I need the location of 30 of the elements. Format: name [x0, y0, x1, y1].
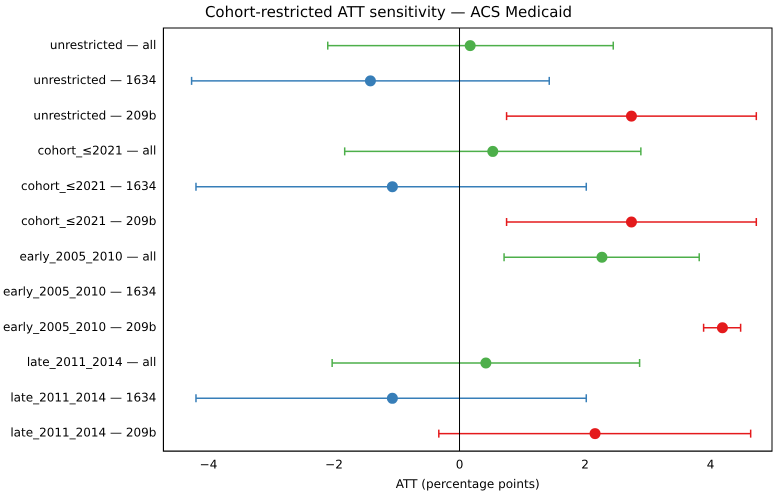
y-tick-label: unrestricted — 209b: [33, 108, 156, 122]
point: [364, 75, 376, 86]
y-tick-label: early_2005_2010 — all: [20, 249, 156, 264]
x-tick-label: 4: [706, 458, 714, 472]
point: [487, 146, 498, 157]
x-tick-label: 0: [456, 458, 464, 472]
y-tick-label: cohort_≤2021 — all: [38, 144, 156, 158]
x-tick-label: 2: [581, 458, 589, 472]
point: [480, 358, 492, 369]
point: [386, 181, 398, 192]
point: [464, 40, 476, 52]
x-axis-title: ATT (percentage points): [396, 476, 540, 491]
y-tick-label: late_2011_2014 — 1634: [10, 390, 156, 404]
point: [596, 252, 608, 263]
x-tick-label: −2: [325, 458, 343, 472]
y-tick-label: late_2011_2014 — 209b: [10, 426, 156, 440]
point: [386, 392, 398, 404]
y-tick-label: cohort_≤2021 — 209b: [21, 214, 156, 228]
y-tick-label: cohort_≤2021 — 1634: [21, 178, 156, 193]
y-tick-label: late_2011_2014 — all: [26, 355, 156, 370]
y-tick-label: unrestricted — all: [50, 38, 156, 52]
y-tick-label: early_2005_2010 — 209b: [3, 320, 156, 334]
point: [626, 110, 637, 122]
point: [716, 322, 728, 334]
chart-title: Cohort-restricted ATT sensitivity — ACS Medicaid: [204, 2, 572, 21]
point: [626, 216, 637, 228]
point: [590, 428, 601, 440]
x-tick-label: −4: [200, 458, 218, 472]
y-tick-label: early_2005_2010 — 1634: [2, 284, 156, 299]
y-tick-label: unrestricted — 1634: [33, 73, 156, 88]
